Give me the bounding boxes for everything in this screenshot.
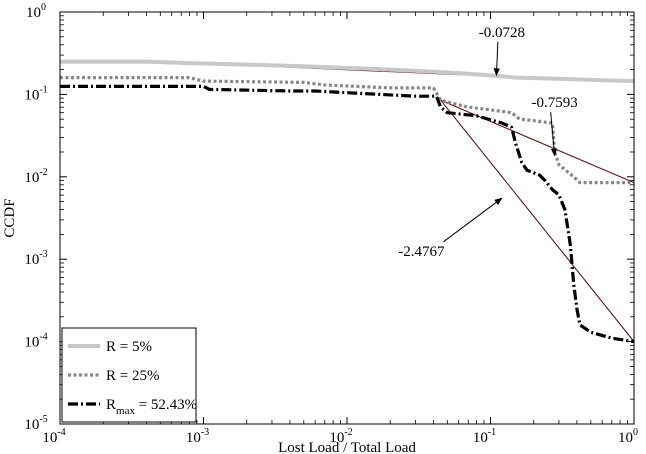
series-line-2 <box>60 75 634 185</box>
y-tick-label: 10-1 <box>24 84 47 103</box>
x-axis-title: Lost Load / Total Load <box>278 440 416 454</box>
series-lines <box>60 59 635 344</box>
y-tick-label: 10-2 <box>24 167 47 186</box>
x-tick-label: 10-4 <box>42 427 65 446</box>
x-tick-label: 10-3 <box>186 427 209 446</box>
legend-label-1: R = 5% <box>106 339 152 355</box>
x-tick-label: 10-1 <box>473 427 496 446</box>
y-tick-label: 10-4 <box>24 332 47 351</box>
y-axis-title: CCDF <box>2 198 18 237</box>
annotation-arrow-3 <box>443 197 503 243</box>
x-tick-label: 100 <box>618 427 638 446</box>
y-tick-label: 100 <box>26 2 46 21</box>
y-tick-label: 10-5 <box>24 414 47 433</box>
legend-box <box>61 327 197 423</box>
slope-label-1: -0.0728 <box>479 25 525 41</box>
slope-label-3: -2.4767 <box>398 244 445 260</box>
fit-line-3 <box>440 99 635 342</box>
series-line-1 <box>60 59 635 84</box>
slope-label-2: -0.7593 <box>532 95 578 111</box>
legend: R = 5% R = 25% Rmax = 52.43% <box>61 327 197 423</box>
annotation-arrow-2 <box>550 112 558 157</box>
annotation-arrow-1 <box>493 41 500 77</box>
annotations: -0.0728 -0.7593 -2.4767 <box>398 25 578 260</box>
series-line-3 <box>60 84 635 344</box>
legend-label-2: R = 25% <box>106 368 159 384</box>
x-tick-label: 10-2 <box>329 427 352 446</box>
legend-label-3: Rmax = 52.43% <box>106 397 197 417</box>
y-tick-label: 10-3 <box>24 249 47 268</box>
